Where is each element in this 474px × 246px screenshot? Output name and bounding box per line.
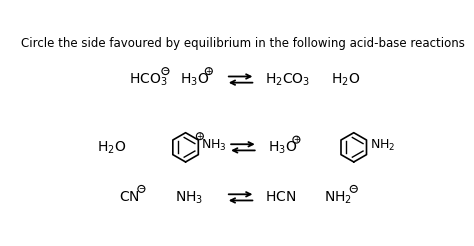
- Text: +: +: [206, 67, 212, 76]
- Text: −: −: [162, 67, 169, 76]
- Text: −: −: [351, 184, 357, 193]
- Text: +: +: [197, 132, 203, 141]
- Text: +: +: [293, 135, 300, 144]
- Text: $\mathdefault{NH_2}$: $\mathdefault{NH_2}$: [324, 189, 352, 206]
- Text: $\mathdefault{H_2CO_3}$: $\mathdefault{H_2CO_3}$: [265, 71, 310, 88]
- Text: $\mathdefault{H_3O}$: $\mathdefault{H_3O}$: [180, 71, 210, 88]
- Text: $\mathdefault{NH_3}$: $\mathdefault{NH_3}$: [175, 189, 204, 206]
- Text: $\mathdefault{H_3O}$: $\mathdefault{H_3O}$: [268, 139, 297, 155]
- Text: Circle the side favoured by equilibrium in the following acid-base reactions: Circle the side favoured by equilibrium …: [21, 37, 465, 50]
- Text: $\mathdefault{CN}$: $\mathdefault{CN}$: [118, 190, 139, 204]
- Text: $\mathdefault{NH_2}$: $\mathdefault{NH_2}$: [370, 138, 395, 153]
- Text: $\mathdefault{H_2O}$: $\mathdefault{H_2O}$: [331, 71, 361, 88]
- Text: $\mathdefault{HCN}$: $\mathdefault{HCN}$: [264, 190, 296, 204]
- Text: $\mathdefault{NH_3}$: $\mathdefault{NH_3}$: [201, 138, 227, 153]
- Text: $\mathdefault{H_2O}$: $\mathdefault{H_2O}$: [97, 139, 127, 155]
- Text: $\mathdefault{HCO_3}$: $\mathdefault{HCO_3}$: [129, 71, 168, 88]
- Text: −: −: [138, 184, 145, 193]
